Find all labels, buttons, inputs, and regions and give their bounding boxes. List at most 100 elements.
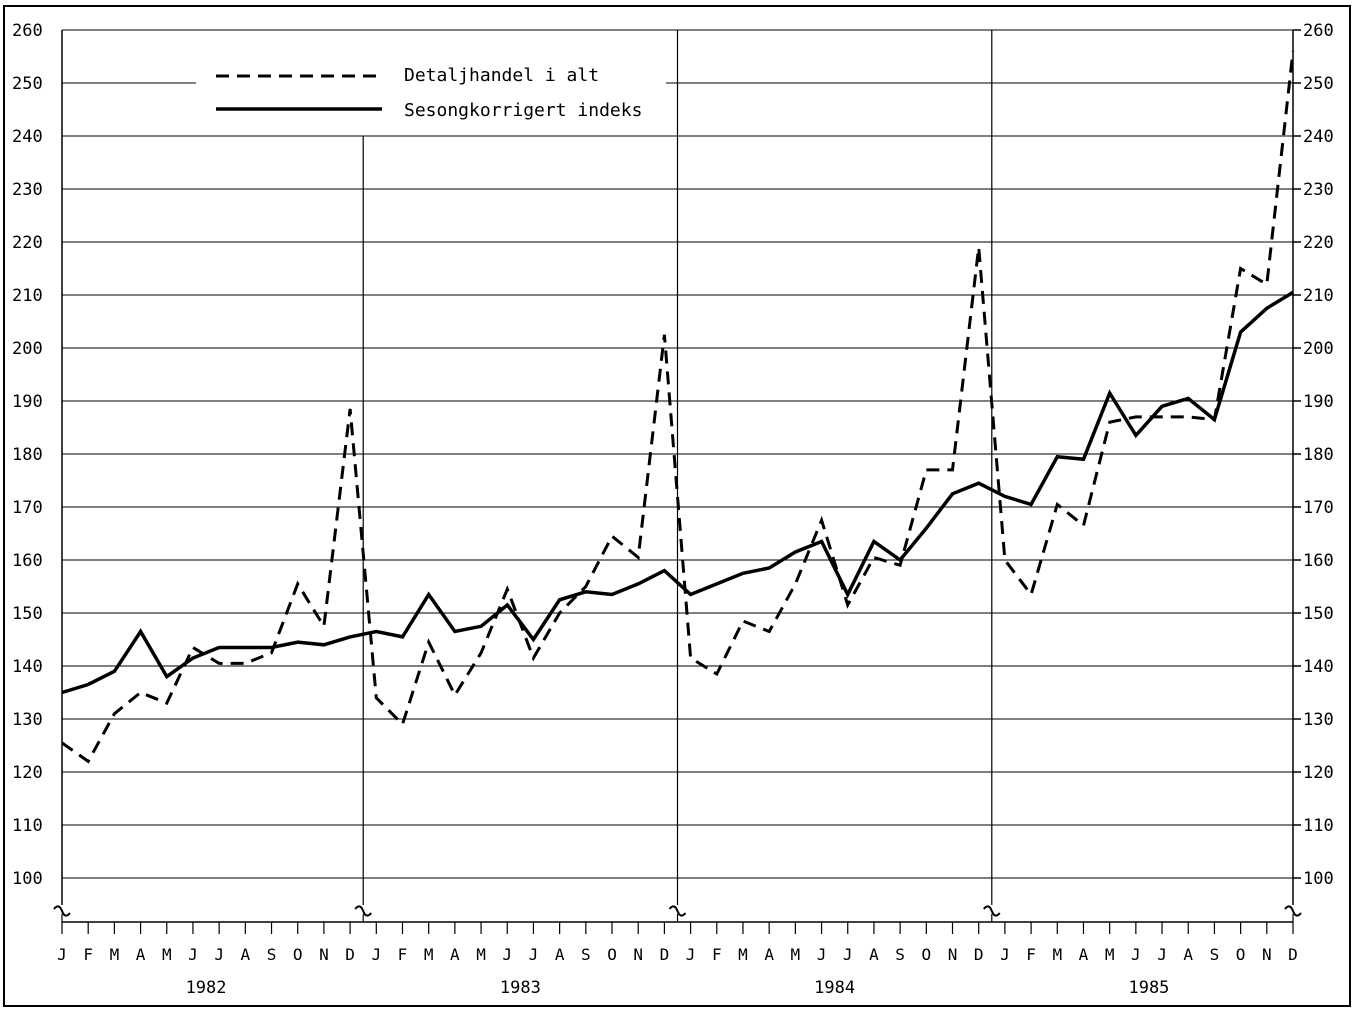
y-tick-right-160: 160 bbox=[1303, 551, 1334, 571]
y-tick-right-120: 120 bbox=[1303, 763, 1334, 783]
y-tick-right-140: 140 bbox=[1303, 657, 1334, 677]
y-tick-right-110: 110 bbox=[1303, 816, 1334, 836]
x-tick-label-41: J bbox=[1131, 945, 1141, 964]
x-tick-label-1: F bbox=[83, 945, 93, 964]
y-tick-right-180: 180 bbox=[1303, 445, 1334, 465]
year-label-1983: 1983 bbox=[500, 978, 541, 998]
y-tick-left-250: 250 bbox=[12, 74, 43, 94]
legend-label-sesongkorrigert: Sesongkorrigert indeks bbox=[404, 100, 642, 121]
axis-break-marks bbox=[53, 905, 1302, 922]
x-tick-label-18: J bbox=[529, 945, 539, 964]
year-label-1985: 1985 bbox=[1128, 978, 1169, 998]
y-tick-right-260: 260 bbox=[1303, 21, 1334, 41]
x-tick-label-27: A bbox=[764, 945, 774, 964]
x-tick-label-20: S bbox=[581, 945, 591, 964]
x-tick-label-15: A bbox=[450, 945, 460, 964]
y-tick-left-210: 210 bbox=[12, 286, 43, 306]
y-tick-right-230: 230 bbox=[1303, 180, 1334, 200]
x-tick-label-36: J bbox=[1000, 945, 1010, 964]
y-tick-left-170: 170 bbox=[12, 498, 43, 518]
x-tick-label-12: J bbox=[371, 945, 381, 964]
x-tick-label-10: N bbox=[319, 945, 329, 964]
x-tick-label-35: D bbox=[974, 945, 984, 964]
y-tick-right-240: 240 bbox=[1303, 127, 1334, 147]
x-tick-label-33: O bbox=[921, 945, 931, 964]
y-tick-left-110: 110 bbox=[12, 816, 43, 836]
x-tick-label-13: F bbox=[398, 945, 408, 964]
y-tick-left-120: 120 bbox=[12, 763, 43, 783]
x-tick-label-19: A bbox=[555, 945, 565, 964]
x-tick-label-23: D bbox=[660, 945, 670, 964]
y-tick-left-140: 140 bbox=[12, 657, 43, 677]
x-tick-label-2: M bbox=[110, 945, 120, 964]
x-tick-label-9: O bbox=[293, 945, 303, 964]
x-tick-label-4: M bbox=[162, 945, 172, 964]
x-tick-label-45: O bbox=[1236, 945, 1246, 964]
x-tick-label-29: J bbox=[817, 945, 827, 964]
x-tick-label-6: J bbox=[214, 945, 224, 964]
axis-break-mark-0 bbox=[53, 905, 71, 917]
y-tick-left-180: 180 bbox=[12, 445, 43, 465]
axis-break-mark-1 bbox=[354, 905, 372, 917]
x-tick-label-3: A bbox=[136, 945, 146, 964]
axis-break-mark-3 bbox=[983, 905, 1001, 917]
y-tick-left-230: 230 bbox=[12, 180, 43, 200]
y-tick-left-190: 190 bbox=[12, 392, 43, 412]
y-tick-right-250: 250 bbox=[1303, 74, 1334, 94]
x-tick-label-11: D bbox=[345, 945, 355, 964]
x-tick-label-46: N bbox=[1262, 945, 1272, 964]
y-axis-left: 100 110 120 130 140 150 160 170 180 190 200 210 220 2… bbox=[12, 21, 43, 889]
x-tick-label-24: J bbox=[686, 945, 696, 964]
x-tick-label-40: M bbox=[1105, 945, 1115, 964]
year-label-1982: 1982 bbox=[186, 978, 227, 998]
y-axis-right: 100 110 120 130 140 150 160 170 180 190 200 210 220 2… bbox=[1293, 21, 1334, 889]
series-layer bbox=[61, 51, 1295, 764]
axis-break-mark-2 bbox=[668, 905, 687, 917]
x-tick-label-0: J bbox=[57, 945, 67, 964]
x-tick-label-22: N bbox=[633, 945, 643, 964]
y-tick-left-260: 260 bbox=[12, 21, 43, 41]
legend-background bbox=[196, 45, 666, 135]
y-tick-left-160: 160 bbox=[12, 551, 43, 571]
y-tick-left-200: 200 bbox=[12, 339, 43, 359]
x-tick-label-38: M bbox=[1052, 945, 1062, 964]
x-tick-label-21: O bbox=[607, 945, 617, 964]
series-line-1 bbox=[61, 290, 1294, 695]
axis-break-mark-4 bbox=[1284, 905, 1302, 917]
x-tick-label-17: J bbox=[502, 945, 512, 964]
y-tick-right-100: 100 bbox=[1303, 869, 1334, 889]
x-tick-label-39: A bbox=[1079, 945, 1089, 964]
x-tick-label-32: S bbox=[895, 945, 905, 964]
y-tick-right-170: 170 bbox=[1303, 498, 1334, 518]
y-tick-left-130: 130 bbox=[12, 710, 43, 730]
x-tick-label-43: A bbox=[1183, 945, 1193, 964]
y-tick-right-210: 210 bbox=[1303, 286, 1334, 306]
legend: Detaljhandel i alt Sesongkorrigert indek… bbox=[196, 45, 666, 135]
y-tick-left-100: 100 bbox=[12, 869, 43, 889]
x-tick-label-44: S bbox=[1210, 945, 1220, 964]
x-tick-label-8: S bbox=[267, 945, 277, 964]
legend-label-detaljhandel: Detaljhandel i alt bbox=[404, 65, 599, 86]
y-tick-right-130: 130 bbox=[1303, 710, 1334, 730]
x-tick-label-26: M bbox=[738, 945, 748, 964]
y-tick-left-240: 240 bbox=[12, 127, 43, 147]
x-tick-label-16: M bbox=[476, 945, 486, 964]
y-tick-right-150: 150 bbox=[1303, 604, 1334, 624]
y-tick-right-220: 220 bbox=[1303, 233, 1334, 253]
x-tick-label-5: J bbox=[188, 945, 198, 964]
x-tick-label-30: J bbox=[843, 945, 853, 964]
y-tick-left-150: 150 bbox=[12, 604, 43, 624]
x-tick-label-47: D bbox=[1288, 945, 1298, 964]
y-tick-right-200: 200 bbox=[1303, 339, 1334, 359]
x-tick-label-37: F bbox=[1026, 945, 1036, 964]
x-tick-label-14: M bbox=[424, 945, 434, 964]
x-tick-label-31: A bbox=[869, 945, 879, 964]
x-tick-label-34: N bbox=[948, 945, 958, 964]
y-tick-left-220: 220 bbox=[12, 233, 43, 253]
year-label-1984: 1984 bbox=[814, 978, 855, 998]
year-dividers bbox=[362, 30, 993, 905]
x-tick-label-25: F bbox=[712, 945, 722, 964]
x-tick-label-7: A bbox=[241, 945, 251, 964]
